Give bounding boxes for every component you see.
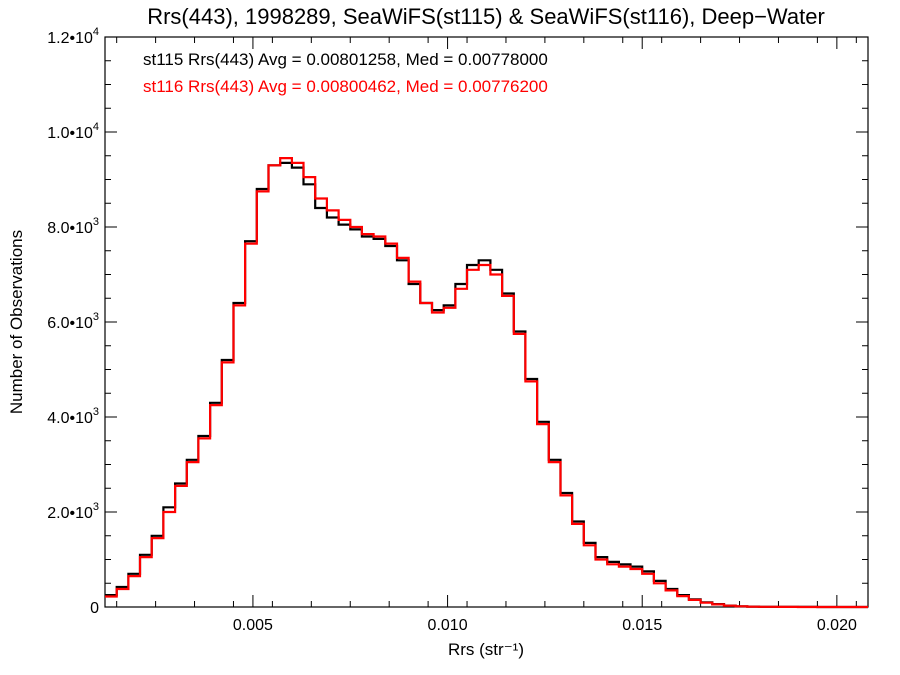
x-tick-label: 0.010 xyxy=(428,617,468,634)
y-tick-label: 4.0•103 xyxy=(47,406,99,427)
legend-entry-st115: st115 Rrs(443) Avg = 0.00801258, Med = 0… xyxy=(143,50,548,69)
y-tick-label: 8.0•103 xyxy=(47,216,99,237)
legend-entry-st116: st116 Rrs(443) Avg = 0.00800462, Med = 0… xyxy=(143,77,548,96)
chart-title: Rrs(443), 1998289, SeaWiFS(st115) & SeaW… xyxy=(147,4,825,29)
series-layer xyxy=(105,157,868,609)
x-tick-label: 0.020 xyxy=(817,617,857,634)
y-tick-label: 0 xyxy=(90,600,99,617)
axis-ticks xyxy=(105,36,868,608)
series-st115-line xyxy=(105,161,868,609)
y-tick-label: 6.0•103 xyxy=(47,311,99,332)
y-tick-label: 1.2•104 xyxy=(47,26,99,47)
axis-tick-labels: 0.005 0.010 0.015 0.020 0 2.0•103 4.0•103 6.0•1… xyxy=(47,26,857,634)
y-axis-title: Number of Observations xyxy=(7,230,26,414)
y-tick-label: 1.0•104 xyxy=(47,121,99,142)
series-st116-line xyxy=(105,157,868,609)
y-tick-label: 2.0•103 xyxy=(47,501,99,522)
x-tick-label: 0.005 xyxy=(233,617,273,634)
x-tick-label: 0.015 xyxy=(622,617,662,634)
plot-frame xyxy=(104,36,869,608)
x-axis-title: Rrs (str⁻¹) xyxy=(448,640,524,659)
